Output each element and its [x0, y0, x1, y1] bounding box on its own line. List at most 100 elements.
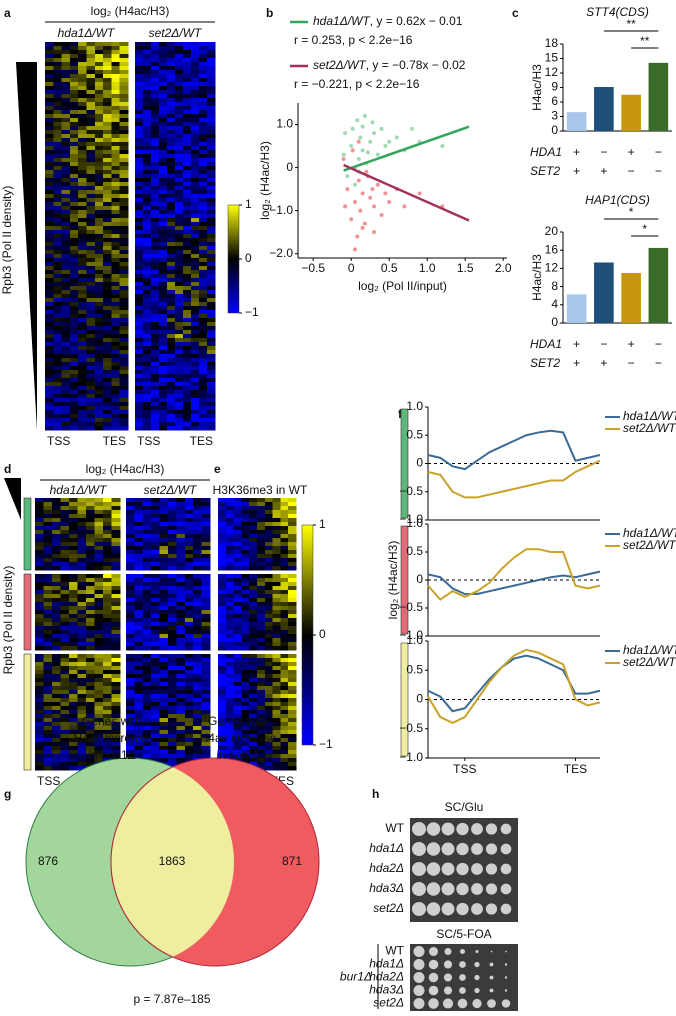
heatmap-cell	[69, 686, 78, 691]
heatmap-cell	[151, 522, 161, 527]
heatmap-cell	[183, 234, 192, 239]
heatmap-cell	[134, 706, 144, 711]
heatmap-cell	[45, 122, 54, 127]
heatmap-cell	[201, 654, 211, 659]
heatmap-cell	[167, 134, 176, 139]
spot	[504, 963, 508, 966]
heatmap-cell	[207, 210, 216, 215]
heatmap-cell	[103, 658, 112, 663]
heatmap-cell	[257, 666, 266, 671]
spot	[412, 822, 426, 836]
heatmap-cell	[61, 266, 71, 271]
heatmap-cell	[191, 110, 200, 115]
heatmap-cell	[126, 614, 135, 619]
heatmap-cell	[43, 618, 53, 623]
heatmap	[218, 574, 297, 651]
heatmap-cell	[183, 158, 192, 163]
heatmap-cell	[176, 654, 186, 659]
heatmap-cell	[233, 610, 242, 615]
heatmap-cell	[264, 518, 274, 523]
heatmap-cell	[168, 578, 177, 583]
heatmap-cell	[45, 326, 54, 331]
heatmap-cell	[103, 222, 112, 227]
heatmap-cell	[94, 602, 104, 607]
heatmap-cell	[53, 262, 63, 267]
heatmap-cell	[53, 162, 63, 167]
heatmap-cell	[168, 710, 177, 715]
heatmap-cell	[134, 630, 144, 635]
heatmap-cell	[183, 374, 192, 379]
heatmap-cell	[60, 762, 70, 767]
heatmap-cell	[142, 594, 152, 599]
heatmap-cell	[45, 310, 54, 315]
heatmap-cell	[69, 578, 78, 583]
scatter-point	[360, 191, 365, 196]
heatmap-cell	[184, 598, 194, 603]
heatmap-cell	[77, 602, 87, 607]
heatmap-cell	[119, 354, 129, 359]
heatmap-cell	[183, 302, 192, 307]
heatmap-cell	[103, 738, 112, 743]
bar	[648, 62, 669, 131]
heatmap-cell	[53, 314, 63, 319]
heatmap-cell	[183, 146, 192, 151]
heatmap-cell	[103, 58, 112, 63]
heatmap-cell	[119, 126, 129, 131]
heatmap-cell	[151, 558, 161, 563]
heatmap-cell	[151, 670, 161, 675]
heatmap-cell	[257, 534, 266, 539]
heatmap-cell	[103, 110, 112, 115]
strain-label: hda3Δ	[369, 983, 404, 997]
heatmap-cell	[199, 50, 208, 55]
heatmap-cell	[94, 634, 104, 639]
heatmap-cell	[218, 498, 227, 503]
heatmap-cell	[143, 178, 152, 183]
heatmap-cell	[184, 534, 194, 539]
heatmap-cell	[280, 510, 289, 515]
heatmap-cell	[126, 694, 135, 699]
y-tick-label: 8	[551, 279, 558, 293]
heatmap-cell	[143, 422, 152, 427]
heatmap-cell	[199, 254, 208, 259]
heatmap-cell	[94, 150, 104, 155]
heatmap-cell	[86, 102, 96, 107]
heatmap-cell	[175, 178, 184, 183]
heatmap-cell	[176, 550, 186, 555]
heatmap-cell	[233, 714, 242, 719]
heatmap-cell	[94, 698, 104, 703]
heatmap-cell	[184, 538, 194, 543]
heatmap-cell	[233, 566, 242, 571]
heatmap-cell	[168, 514, 177, 519]
heatmap-cell	[207, 158, 216, 163]
heatmap-cell	[94, 706, 104, 711]
heatmap-cell	[272, 710, 281, 715]
heatmap-cell	[151, 350, 160, 355]
heatmap-cell	[201, 618, 211, 623]
heatmap-cell	[184, 718, 194, 723]
heatmap-cell	[60, 546, 70, 551]
heatmap-cell	[184, 550, 194, 555]
heatmap-cell	[45, 118, 54, 123]
heatmap-cell	[78, 302, 87, 307]
heatmap-cell	[86, 390, 96, 395]
scatter-point	[362, 113, 367, 118]
heatmap-cell	[193, 690, 203, 695]
heatmap-cell	[60, 730, 70, 735]
heatmap-cell	[126, 662, 135, 667]
spot	[428, 972, 439, 983]
heatmap-cell	[86, 66, 96, 71]
scatter-point	[355, 234, 360, 239]
heatmap-cell	[60, 738, 70, 743]
heatmap-cell	[94, 286, 104, 291]
heatmap-cell	[60, 626, 70, 631]
heatmap-cell	[135, 206, 144, 211]
heatmap-cell	[175, 186, 184, 191]
heatmap-cell	[151, 654, 161, 659]
heatmap	[126, 498, 211, 571]
heatmap-cell	[175, 414, 184, 419]
heatmap-cell	[199, 402, 208, 407]
heatmap-cell	[94, 282, 104, 287]
heatmap-cell	[135, 322, 144, 327]
heatmap-cell	[280, 582, 289, 587]
heatmap-cell	[69, 218, 79, 223]
